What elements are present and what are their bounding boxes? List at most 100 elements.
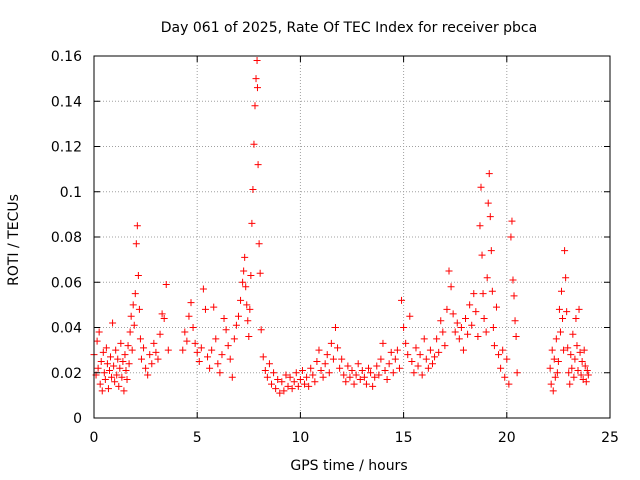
data-point <box>290 378 298 386</box>
data-point <box>582 378 590 386</box>
data-point <box>101 376 109 384</box>
data-point <box>350 380 358 388</box>
data-point <box>549 387 557 395</box>
data-point <box>294 382 302 390</box>
data-point <box>480 314 488 322</box>
data-point <box>552 335 560 343</box>
data-point <box>261 366 269 374</box>
data-point <box>404 351 412 359</box>
data-point <box>146 351 154 359</box>
data-point <box>303 373 311 381</box>
data-point <box>96 380 104 388</box>
data-point <box>99 348 107 356</box>
data-point <box>570 373 578 381</box>
data-point <box>566 380 574 388</box>
data-point <box>249 185 257 193</box>
data-point <box>362 380 370 388</box>
data-point <box>251 102 259 110</box>
x-tick-label: 15 <box>395 430 413 446</box>
data-point <box>462 314 470 322</box>
data-point <box>248 219 256 227</box>
data-point <box>391 355 399 363</box>
data-point <box>220 314 228 322</box>
data-point <box>379 339 387 347</box>
data-point <box>554 357 562 365</box>
data-point <box>410 369 418 377</box>
x-tick-label: 0 <box>90 430 99 446</box>
data-point <box>553 369 561 377</box>
data-point <box>488 287 496 295</box>
data-point <box>495 351 503 359</box>
data-point <box>195 357 203 365</box>
x-tick-label: 25 <box>601 430 619 446</box>
data-point <box>571 355 579 363</box>
data-point <box>329 355 337 363</box>
data-point <box>162 281 170 289</box>
data-point <box>125 360 133 368</box>
data-point <box>199 285 207 293</box>
data-point <box>443 305 451 313</box>
data-point <box>484 199 492 207</box>
data-point <box>234 312 242 320</box>
data-point <box>245 333 253 341</box>
data-point <box>118 373 126 381</box>
data-point <box>414 362 422 370</box>
data-point <box>556 328 564 336</box>
data-point <box>581 362 589 370</box>
data-point <box>309 371 317 379</box>
data-point <box>276 389 284 397</box>
data-point <box>246 305 254 313</box>
data-point <box>183 337 191 345</box>
data-point <box>470 290 478 298</box>
data-point <box>383 376 391 384</box>
data-point <box>206 364 214 372</box>
data-point <box>508 217 516 225</box>
data-point <box>406 312 414 320</box>
data-point <box>102 344 110 352</box>
data-point <box>564 344 572 352</box>
data-point <box>181 328 189 336</box>
data-point <box>154 355 162 363</box>
data-point <box>346 373 354 381</box>
data-point <box>208 346 216 354</box>
data-point <box>252 75 260 83</box>
data-point <box>365 364 373 372</box>
data-point <box>282 371 290 379</box>
data-point <box>148 360 156 368</box>
data-point <box>156 330 164 338</box>
data-point <box>476 222 484 230</box>
data-point <box>512 333 520 341</box>
data-point <box>464 330 472 338</box>
data-point <box>487 247 495 255</box>
data-point <box>119 357 127 365</box>
data-point <box>121 351 129 359</box>
data-point <box>505 380 513 388</box>
data-point <box>284 382 292 390</box>
data-point <box>122 366 130 374</box>
data-point <box>478 251 486 259</box>
data-point <box>274 376 282 384</box>
data-point <box>187 299 195 307</box>
data-point <box>313 357 321 365</box>
data-point <box>270 369 278 377</box>
data-point <box>393 346 401 354</box>
data-point <box>93 337 101 345</box>
data-point <box>256 269 264 277</box>
data-point <box>482 328 490 336</box>
data-point <box>228 373 236 381</box>
data-point <box>550 355 558 363</box>
data-point <box>356 376 364 384</box>
data-point <box>509 276 517 284</box>
data-point <box>360 373 368 381</box>
data-point <box>336 364 344 372</box>
data-point <box>563 308 571 316</box>
data-point <box>95 328 103 336</box>
x-tick-label: 20 <box>498 430 516 446</box>
data-point <box>319 373 327 381</box>
data-point <box>420 335 428 343</box>
data-point <box>144 371 152 379</box>
data-point <box>354 360 362 368</box>
data-point <box>135 305 143 313</box>
data-point <box>572 314 580 322</box>
data-point <box>453 319 461 327</box>
